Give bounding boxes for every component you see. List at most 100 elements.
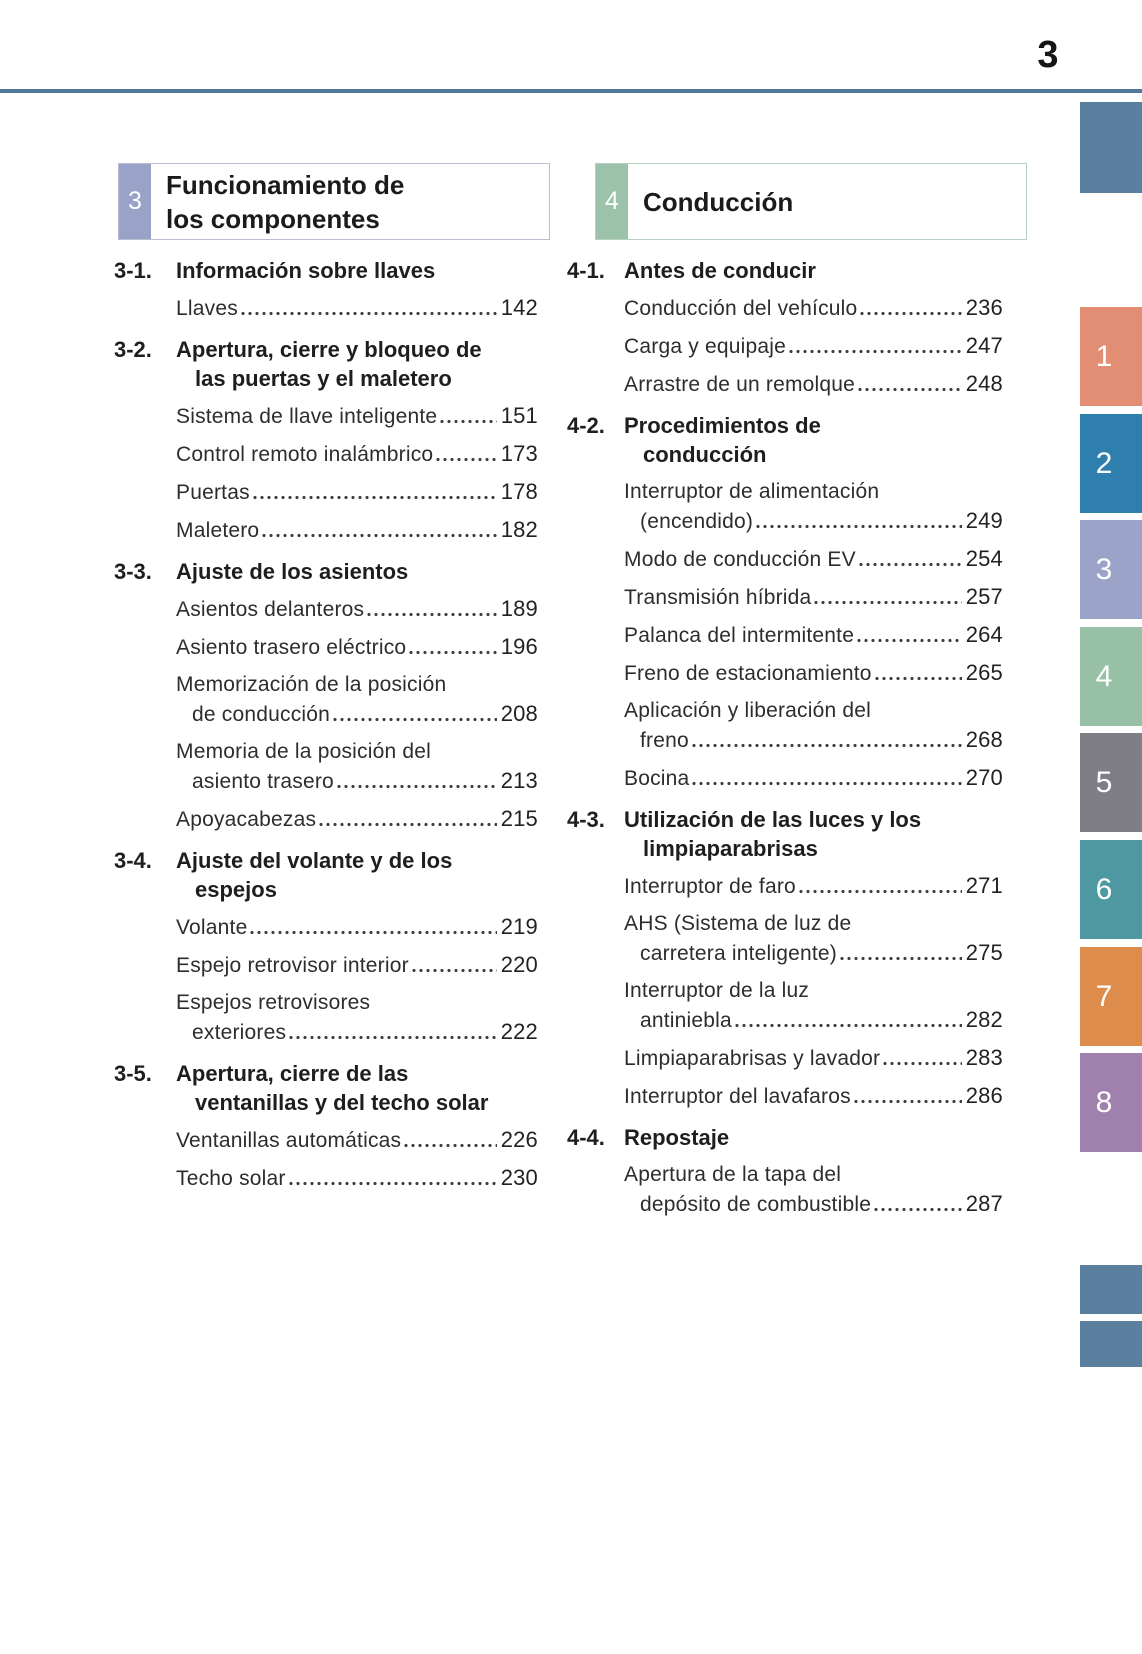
toc-entry: Volante 219	[114, 912, 538, 942]
dotted-leader	[874, 1205, 962, 1214]
toc-section: 3-4. Ajuste del volante y de los espejos Vo…	[114, 846, 538, 1047]
entry-page-number: 226	[500, 1127, 538, 1152]
dotted-leader	[333, 715, 497, 724]
entry-label: Control remoto inalámbrico	[176, 443, 434, 466]
entry-last-line: de conducción 208	[176, 699, 538, 729]
entry-label: Asiento trasero eléctrico	[176, 636, 407, 659]
dotted-leader	[874, 674, 962, 683]
section-number: 3-2.	[114, 337, 152, 362]
entry-last-line: Modo de conducción EV 254	[624, 544, 1003, 574]
toc-section: 3-5. Apertura, cierre de las ventanillas y…	[114, 1059, 538, 1193]
section-title-line: limpiaparabrisas	[643, 836, 818, 861]
toc-section: 3-2. Apertura, cierre y bloqueo de las pue…	[114, 335, 538, 545]
dotted-leader	[440, 417, 497, 426]
chapter-title-line: Funcionamiento de	[166, 169, 405, 200]
side-tab-number: 5	[1095, 765, 1113, 799]
entry-last-line: (encendido) 249	[624, 506, 1003, 536]
bottom-corner-tab-2	[1080, 1321, 1142, 1367]
entry-last-line: Arrastre de un remolque 248	[624, 369, 1003, 399]
dotted-leader	[788, 347, 962, 356]
dotted-leader	[319, 820, 497, 829]
toc-entry: Control remoto inalámbrico 173	[114, 439, 538, 469]
chapter-title-line: Conducción	[643, 186, 794, 217]
dotted-leader	[734, 1021, 962, 1030]
entry-page-number: 178	[500, 479, 538, 504]
entry-label: Arrastre de un remolque	[624, 373, 856, 396]
entry-label: Interruptor de faro	[624, 875, 796, 898]
toc-entry: Carga y equipaje 247	[567, 331, 1003, 361]
toc-entry: Techo solar 230	[114, 1163, 538, 1193]
dotted-leader	[798, 887, 962, 896]
section-title: Antes de conducir	[624, 256, 1003, 285]
side-tab-2: 2	[1080, 414, 1142, 513]
toc-section: 4-4. Repostaje Apertura de la tapa del depó…	[567, 1123, 1003, 1219]
toc-entry: Ventanillas automáticas 226	[114, 1125, 538, 1155]
entry-last-line: Interruptor de faro 271	[624, 871, 1003, 901]
toc-entry: Transmisión híbrida 257	[567, 582, 1003, 612]
section-heading: 3-3. Ajuste de los asientos	[114, 557, 538, 586]
entry-last-line: Espejo retrovisor interior 220	[176, 950, 538, 980]
toc-entry: Bocina 270	[567, 763, 1003, 793]
side-tab-5: 5	[1080, 733, 1142, 832]
dotted-leader	[240, 309, 497, 318]
side-tab-1: 1	[1080, 307, 1142, 406]
section-number: 3-1.	[114, 258, 152, 283]
entry-page-number: 236	[965, 295, 1003, 320]
toc-entry: Llaves 142	[114, 293, 538, 323]
toc-entry: Espejos retrovisores exteriores 222	[114, 988, 538, 1047]
entry-label-line: Aplicación y liberación del	[624, 699, 872, 722]
dotted-leader	[411, 966, 497, 975]
toc-entry: Sistema de llave inteligente 151	[114, 401, 538, 431]
entry-last-line: Maletero 182	[176, 515, 538, 545]
dotted-leader	[858, 385, 962, 394]
entry-label: Transmisión híbrida	[624, 586, 812, 609]
entry-label: Maletero	[176, 519, 260, 542]
entry-page-number: 220	[500, 952, 538, 977]
dotted-leader	[436, 455, 497, 464]
dotted-leader	[367, 610, 497, 619]
toc-entry: Modo de conducción EV 254	[567, 544, 1003, 574]
entry-last-line: Control remoto inalámbrico 173	[176, 439, 538, 469]
section-title-line: Apertura, cierre de las	[176, 1061, 409, 1086]
side-tab-number: 1	[1095, 339, 1113, 373]
entry-label: Volante	[176, 916, 248, 939]
chapter-title-line: los componentes	[166, 203, 380, 234]
entry-page-number: 265	[965, 660, 1003, 685]
entry-last-line: Palanca del intermitente 264	[624, 620, 1003, 650]
entry-last-line: asiento trasero 213	[176, 766, 538, 796]
section-title-line: ventanillas y del techo solar	[195, 1090, 489, 1115]
side-tab-6: 6	[1080, 840, 1142, 939]
entry-label: Interruptor del lavafaros	[624, 1085, 851, 1108]
dotted-leader	[857, 636, 962, 645]
entry-page-number: 264	[965, 622, 1003, 647]
side-tab-number: 8	[1095, 1085, 1113, 1119]
entry-page-number: 286	[965, 1083, 1003, 1108]
entry-label: Asientos delanteros	[176, 598, 365, 621]
entry-label: Ventanillas automáticas	[176, 1129, 402, 1152]
dotted-leader	[252, 493, 497, 502]
side-tab-4: 4	[1080, 627, 1142, 726]
entry-last-line: Apoyacabezas 215	[176, 804, 538, 834]
entry-last-line: Asiento trasero eléctrico 196	[176, 632, 538, 662]
entry-page-number: 222	[500, 1019, 538, 1044]
entry-label: carretera inteligente)	[640, 942, 837, 965]
entry-page-number: 275	[965, 940, 1003, 965]
entry-page-number: 270	[965, 765, 1003, 790]
entry-label-line: Espejos retrovisores	[176, 991, 371, 1014]
entry-label: Limpiaparabrisas y lavador	[624, 1047, 881, 1070]
section-title-line: Procedimientos de	[624, 413, 821, 438]
section-number: 3-3.	[114, 559, 152, 584]
chapter-4-number-badge: 4	[596, 164, 628, 239]
toc-entry: Memorización de la posición de conducción…	[114, 670, 538, 729]
entry-last-line: Freno de estacionamiento 265	[624, 658, 1003, 688]
entry-label-line: Interruptor de la luz	[624, 979, 810, 1002]
entry-page-number: 254	[965, 546, 1003, 571]
entry-page-number: 230	[500, 1165, 538, 1190]
toc-entry: Maletero 182	[114, 515, 538, 545]
entry-last-line: depósito de combustible 287	[624, 1189, 1003, 1219]
dotted-leader	[691, 741, 962, 750]
toc-entry: Apertura de la tapa del depósito de combu…	[567, 1160, 1003, 1219]
side-tab-8: 8	[1080, 1053, 1142, 1152]
toc-entry: Asientos delanteros 189	[114, 594, 538, 624]
entry-label: Carga y equipaje	[624, 335, 786, 358]
